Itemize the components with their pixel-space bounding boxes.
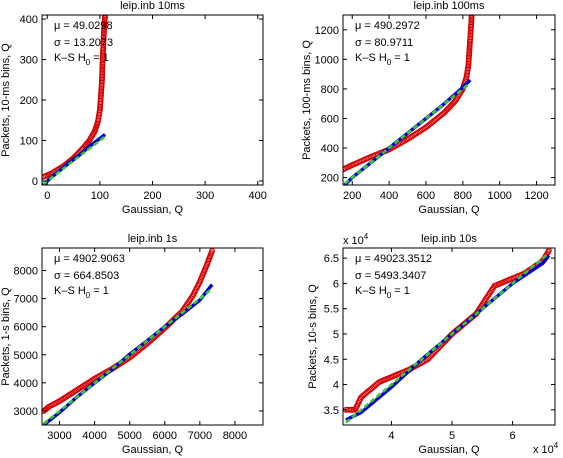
x-tick-label: 4	[388, 430, 394, 442]
ks-annotation: K–S H0 = 1	[54, 285, 109, 300]
x-tick-label: 1200	[524, 190, 548, 202]
y-tick-label: 5.5	[324, 304, 339, 316]
x-tick-label: 4000	[82, 430, 106, 442]
ks-annotation: K–S H0 = 1	[355, 52, 410, 67]
series-line	[42, 287, 213, 425]
sigma-annotation: σ = 80.9711	[355, 37, 413, 49]
y-tick-label: 4	[333, 380, 339, 392]
mean-annotation: μ = 49.0298	[54, 20, 113, 32]
plot-frame	[342, 247, 556, 426]
x-tick-label: 600	[417, 190, 435, 202]
x-tick-label: 100	[91, 190, 109, 202]
x-tick-label: 5	[449, 430, 455, 442]
series-3	[345, 252, 550, 424]
x-tick-label: 400	[249, 190, 267, 202]
sigma-annotation: σ = 664.8503	[54, 270, 119, 282]
y-tick-label: 7000	[14, 294, 38, 306]
y-tick-label: 800	[321, 84, 339, 96]
y-tick-label: 600	[321, 113, 339, 125]
y-axis-label: Packets, 100-ms bins, Q	[301, 40, 313, 160]
chart-4: 4 5 6 3.5 4 4.5 5 5.5 6 6.5 leip.inb 10s Gaussian, …	[307, 232, 559, 456]
chart-title: leip.inb 1s	[128, 233, 178, 245]
y-tick-label: 1000	[315, 54, 339, 66]
chart-2: 200 400 600 800 1000 1200 200 400 600 800 1000 1200…	[301, 0, 556, 216]
series-line	[343, 82, 471, 185]
y-tick-label: 8000	[14, 265, 38, 277]
series-line	[345, 252, 550, 424]
x-tick-label: 200	[143, 190, 161, 202]
y-tick-label: 1200	[315, 25, 339, 37]
y-tick-label: 5	[333, 329, 339, 341]
series-line	[42, 133, 107, 185]
x-tick-label: 0	[44, 190, 50, 202]
mean-annotation: μ = 49023.3512	[355, 253, 432, 265]
chart-3: 3000 4000 5000 6000 7000 8000 3000 4000 5000 6000…	[0, 233, 264, 456]
chart-title: leip.inb 100ms	[414, 0, 485, 12]
y-axis-label: Packets, 10-ms bins, Q	[0, 43, 12, 157]
y-axis-label: Packets, 1-s bins, Q	[0, 287, 12, 386]
x-axis-label: Gaussian, Q	[418, 444, 480, 456]
sigma-annotation: σ = 13.2073	[54, 37, 113, 49]
y-tick-label: 5000	[14, 350, 38, 362]
chart-1: 0 100 200 300 400 0 100 200 300 400 leip.inb 10ms G…	[0, 0, 267, 216]
ks-annotation: K–S H0 = 1	[54, 52, 109, 67]
x-axis-label: Gaussian, Q	[418, 204, 480, 216]
series-2	[42, 133, 107, 185]
y-tick-label: 6	[333, 278, 339, 290]
y-tick-label: 6000	[14, 322, 38, 334]
y-tick-label: 3000	[14, 406, 38, 418]
plot-frame	[342, 14, 556, 186]
x-axis-label: Gaussian, Q	[122, 204, 184, 216]
x-tick-label: 800	[454, 190, 472, 202]
x-tick-label: 200	[343, 190, 361, 202]
ks-annotation: K–S H0 = 1	[355, 285, 410, 300]
y-tick-label: 100	[20, 135, 38, 147]
y-tick-label: 4000	[14, 378, 38, 390]
plot-frame	[41, 247, 264, 426]
series-3	[343, 82, 471, 185]
x-tick-label: 300	[196, 190, 214, 202]
y-tick-label: 0	[32, 176, 38, 188]
x-tick-label: 8000	[223, 430, 247, 442]
chart-title: leip.inb 10ms	[120, 0, 185, 12]
mean-annotation: μ = 4902.9063	[54, 253, 125, 265]
y-tick-label: 400	[20, 14, 38, 26]
x-tick-label: 1000	[487, 190, 511, 202]
y-tick-label: 200	[321, 173, 339, 185]
y-tick-label: 200	[20, 95, 38, 107]
y-tick-label: 4.5	[324, 354, 339, 366]
series-3	[42, 287, 213, 425]
y-axis-label: Packets, 10-s bins, Q	[307, 284, 319, 389]
chart-title: leip.inb 10s	[421, 233, 477, 245]
x-tick-label: 7000	[188, 430, 212, 442]
y-scale-note: x 104	[343, 232, 369, 247]
y-tick-label: 300	[20, 55, 38, 67]
y-tick-label: 6.5	[324, 253, 339, 265]
x-tick-label: 400	[380, 190, 398, 202]
x-axis-label: Gaussian, Q	[122, 444, 184, 456]
x-tick-label: 6000	[153, 430, 177, 442]
y-tick-label: 3.5	[324, 405, 339, 417]
x-tick-label: 5000	[117, 430, 141, 442]
sigma-annotation: σ = 5493.3407	[355, 270, 426, 282]
mean-annotation: μ = 490.2972	[355, 20, 420, 32]
x-tick-label: 6	[510, 430, 516, 442]
y-tick-label: 400	[321, 143, 339, 155]
x-scale-note: x 104	[533, 441, 559, 456]
x-tick-label: 3000	[47, 430, 71, 442]
